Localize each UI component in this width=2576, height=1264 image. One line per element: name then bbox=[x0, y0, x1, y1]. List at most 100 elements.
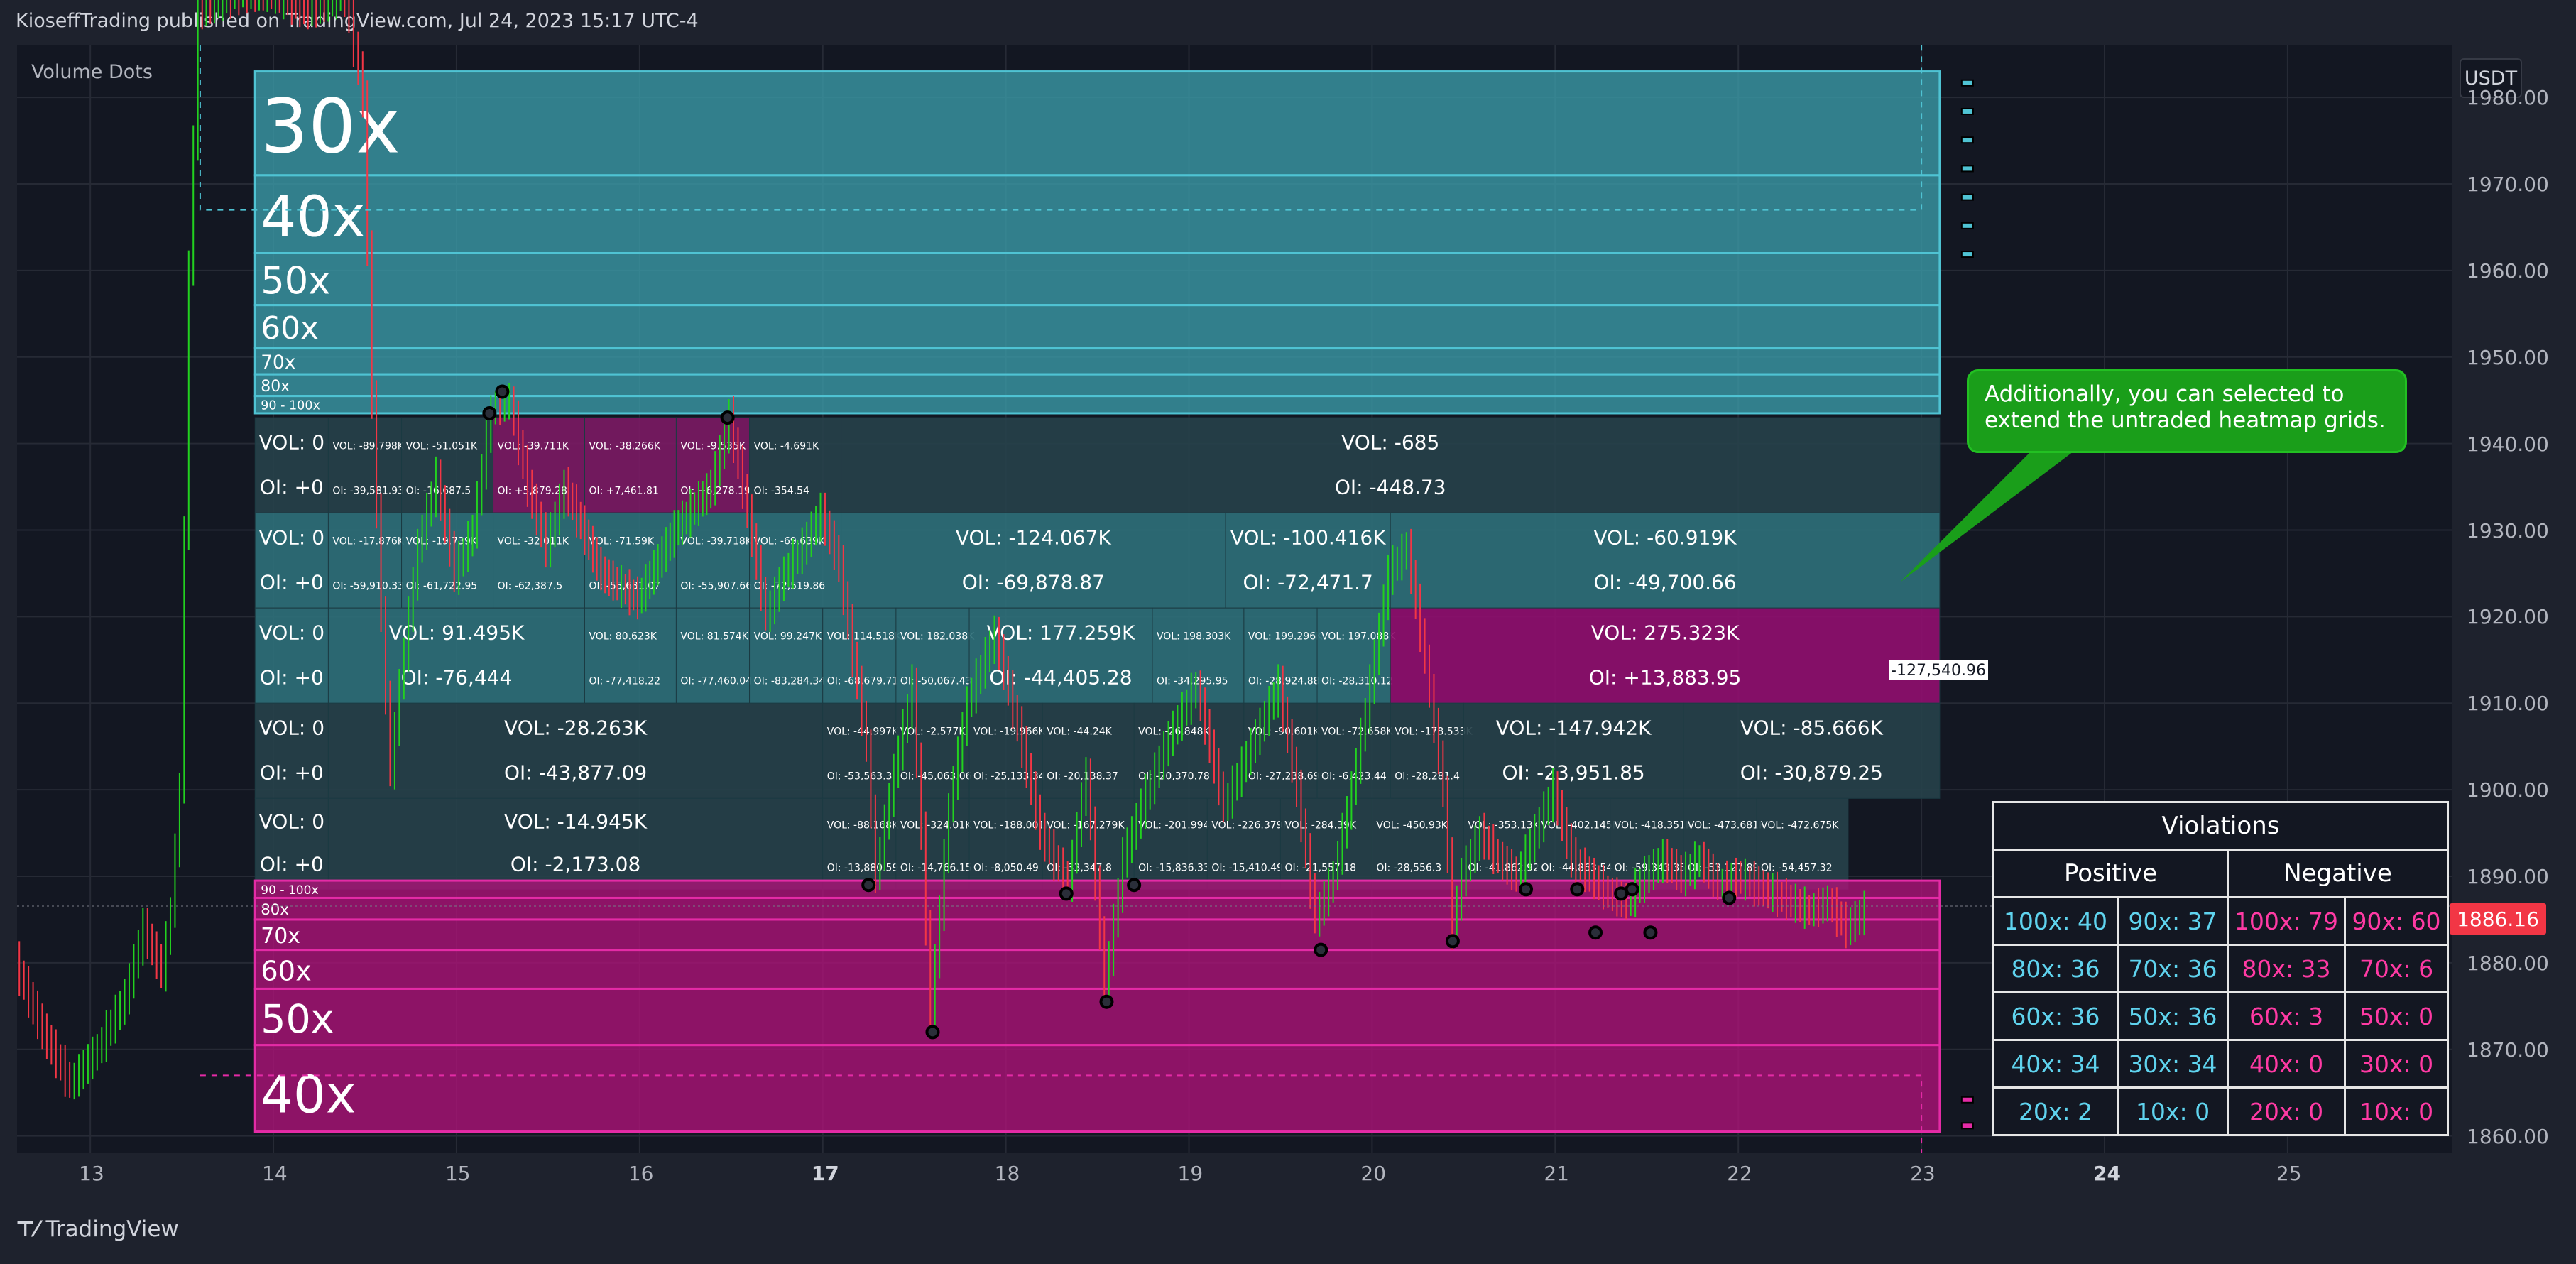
heatmap-cell bbox=[1133, 702, 1245, 799]
heatmap-cell bbox=[749, 607, 824, 704]
cell-vol-label: VOL: 198.303K bbox=[1157, 631, 1231, 642]
heatmap-cell bbox=[822, 607, 897, 704]
table-cell: 100x: 40 bbox=[1992, 896, 2119, 946]
heatmap-cell bbox=[1683, 797, 1757, 890]
heatmap-cell bbox=[1225, 512, 1391, 609]
heatmap-cell bbox=[401, 417, 494, 513]
cell-oi-label: OI: -68,679.71 bbox=[827, 675, 899, 687]
cell-vol-label: VOL: -71.59K bbox=[589, 535, 654, 547]
heatmap-cell bbox=[1152, 607, 1245, 704]
oi-annotation: -127,540.96 bbox=[1889, 660, 1988, 680]
untraded-marker bbox=[1960, 107, 1974, 115]
x-tick-label: 14 bbox=[262, 1162, 288, 1185]
volume-dot bbox=[1127, 878, 1142, 893]
long-level-label: 40x bbox=[261, 1065, 356, 1125]
short-leverage-band bbox=[253, 174, 1941, 254]
volume-dot bbox=[1445, 934, 1460, 949]
untraded-marker bbox=[1960, 79, 1974, 87]
cell-vol-label: VOL: 99.247K bbox=[754, 631, 822, 642]
volume-dot bbox=[1314, 942, 1328, 957]
publish-info: KioseffTrading published on TradingView.… bbox=[16, 10, 699, 32]
cell-oi-label: OI: -20,138.37 bbox=[1047, 771, 1118, 783]
cell-vol-label: VOL: -17.876K bbox=[332, 535, 404, 547]
table-cell: 40x: 34 bbox=[1992, 1039, 2119, 1089]
cell-vol-label: VOL: 0 bbox=[259, 716, 324, 739]
cell-vol-label: VOL: 197.088K bbox=[1321, 631, 1396, 642]
cell-oi-label: OI: -2,173.08 bbox=[511, 853, 640, 876]
table-cell: 80x: 36 bbox=[1992, 944, 2119, 993]
cell-oi-label: OI: -53,127.89 bbox=[1688, 863, 1759, 874]
volume-dot bbox=[861, 878, 876, 893]
indicator-legend[interactable]: Volume Dots bbox=[31, 61, 153, 83]
heatmap-cell bbox=[327, 702, 824, 799]
heatmap-cell bbox=[1537, 797, 1611, 890]
heatmap-cell bbox=[584, 512, 677, 609]
heatmap-cell bbox=[401, 512, 494, 609]
x-tick-label: 15 bbox=[444, 1162, 471, 1185]
cell-vol-label: VOL: -418.351K bbox=[1615, 820, 1693, 832]
heatmap-cell bbox=[254, 702, 329, 799]
table-cell: 70x: 6 bbox=[2344, 944, 2449, 993]
cell-vol-label: VOL: -32.011K bbox=[498, 535, 569, 547]
cell-vol-label: VOL: 81.574K bbox=[680, 631, 748, 642]
table-cell: 90x: 37 bbox=[2117, 896, 2229, 946]
cell-vol-label: VOL: -284.39K bbox=[1284, 820, 1356, 832]
cell-oi-label: OI: -39,581.93 bbox=[332, 485, 404, 496]
volume-dots bbox=[482, 384, 1737, 1040]
y-tick-label: 1930.00 bbox=[2467, 518, 2549, 543]
cell-oi-label: OI: -28,556.3 bbox=[1376, 863, 1441, 874]
y-tick-label: 1970.00 bbox=[2467, 173, 2549, 196]
heatmap-cell bbox=[254, 607, 329, 704]
heatmap-cell bbox=[1463, 702, 1684, 799]
heatmap-cell bbox=[675, 607, 751, 704]
x-tick-label: 20 bbox=[1360, 1162, 1387, 1185]
table-cell: 40x: 0 bbox=[2227, 1039, 2346, 1089]
heatmap-cell bbox=[1463, 797, 1538, 890]
volume-dot bbox=[1722, 890, 1737, 905]
cell-vol-label: VOL: -19.966K bbox=[973, 726, 1045, 737]
currency-button[interactable]: USDT bbox=[2460, 58, 2522, 98]
short-level-label: 40x bbox=[261, 184, 365, 249]
cell-oi-label: OI: -14,766.15 bbox=[900, 863, 972, 874]
cell-oi-label: OI: -59,343.35 bbox=[1615, 863, 1686, 874]
long-leverage-band bbox=[253, 987, 1941, 1047]
cell-oi-label: OI: -15,836.33 bbox=[1138, 863, 1210, 874]
footer-brand[interactable]: ⊤⁄ TradingView bbox=[16, 1216, 179, 1242]
cell-oi-label: OI: +0 bbox=[260, 570, 324, 594]
heatmap-cell bbox=[327, 797, 824, 890]
cell-oi-label: OI: -6,423.44 bbox=[1321, 771, 1387, 783]
cell-vol-label: VOL: -472.675K bbox=[1761, 820, 1839, 832]
violations-table: Violations Positive Negative 100x: 40 90… bbox=[1992, 801, 2449, 1136]
heatmap-cell bbox=[1042, 797, 1135, 890]
volume-dot bbox=[925, 1025, 940, 1040]
callout-note[interactable]: Additionally, you can selected to extend… bbox=[1967, 369, 2407, 453]
cell-vol-label: VOL: -226.379K bbox=[1211, 820, 1289, 832]
heatmap-cell bbox=[1042, 702, 1135, 799]
heatmap-cell bbox=[1316, 702, 1391, 799]
cell-oi-label: OI: -8,050.49 bbox=[973, 863, 1039, 874]
cell-oi-label: OI: -83,284.34 bbox=[754, 675, 826, 687]
y-tick-label: 1920.00 bbox=[2467, 605, 2549, 629]
heatmap-cell bbox=[493, 417, 585, 513]
long-leverage-band bbox=[253, 918, 1941, 952]
heatmap-cell bbox=[895, 702, 970, 799]
cell-oi-label: OI: -55,907.66 bbox=[680, 580, 752, 592]
table-cell: 70x: 36 bbox=[2117, 944, 2229, 993]
positive-header: Positive bbox=[1992, 849, 2229, 898]
cell-vol-label: VOL: 80.623K bbox=[589, 631, 657, 642]
cell-oi-label: OI: -72,471.7 bbox=[1243, 570, 1372, 594]
cell-vol-label: VOL: -473.681K bbox=[1688, 820, 1766, 832]
short-level-label: 70x bbox=[261, 352, 295, 374]
volume-dot bbox=[1059, 886, 1074, 901]
heatmap-cell bbox=[254, 797, 329, 890]
cell-oi-label: OI: +13,883.95 bbox=[1589, 665, 1742, 689]
cell-oi-label: OI: +7,461.81 bbox=[589, 485, 658, 496]
volume-dot bbox=[482, 405, 497, 420]
heatmap-cell bbox=[1390, 702, 1464, 799]
y-tick-label: 1910.00 bbox=[2467, 692, 2549, 716]
short-leverage-band bbox=[253, 395, 1941, 415]
x-tick-label: 18 bbox=[994, 1162, 1020, 1185]
cell-vol-label: VOL: -9.535K bbox=[680, 440, 746, 452]
heatmap-cell bbox=[1206, 797, 1281, 890]
